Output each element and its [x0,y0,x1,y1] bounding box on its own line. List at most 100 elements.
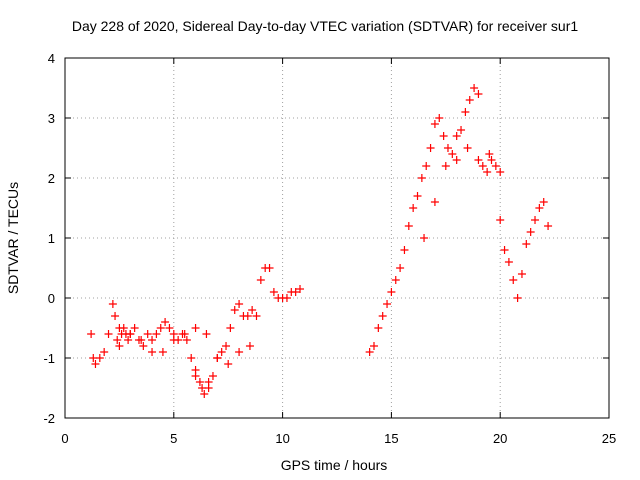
data-point [156,324,165,332]
data-point [169,336,178,344]
data-point [441,162,450,170]
data-point [104,330,113,338]
y-tick-label: 4 [48,51,55,66]
data-point [474,156,483,164]
data-point [452,156,461,164]
data-point [213,354,222,362]
data-point [526,228,535,236]
data-point [439,132,448,140]
x-tick-label: 15 [384,431,398,446]
data-point [374,324,383,332]
data-point [182,336,191,344]
data-point [465,96,474,104]
data-point [470,84,479,92]
data-point [404,222,413,230]
data-point [282,294,291,302]
data-point [535,204,544,212]
data-point [235,300,244,308]
data-point [420,234,429,242]
data-point [509,276,518,284]
data-point [191,372,200,380]
y-tick-label: -1 [43,351,55,366]
data-point [491,162,500,170]
data-point [245,342,254,350]
grid [65,58,609,418]
data-point [430,120,439,128]
data-point [143,330,152,338]
data-point [513,294,522,302]
data-point [161,318,170,326]
chart-title: Day 228 of 2020, Sidereal Day-to-day VTE… [72,18,578,34]
data-point [365,348,374,356]
data-point [483,168,492,176]
data-point [485,150,494,158]
data-point [517,270,526,278]
data-point [191,324,200,332]
y-tick-label: 3 [48,111,55,126]
x-tick-label: 25 [602,431,616,446]
data-point [108,300,117,308]
data-point [180,330,189,338]
data-point [504,258,513,266]
data-point [378,312,387,320]
data-point [198,384,207,392]
data-point [148,336,157,344]
data-point [256,276,265,284]
x-axis: 0 5 10 15 20 25 [61,58,616,446]
data-point [204,378,213,386]
data-point [111,312,120,320]
y-axis-label: SDTVAR / TECUs [5,182,21,294]
data-point [383,300,392,308]
data-point [152,330,161,338]
data-point [387,288,396,296]
data-point [91,360,100,368]
x-tick-label: 0 [61,431,68,446]
data-point [291,288,300,296]
data-point [115,324,124,332]
data-point [252,312,261,320]
data-point [457,126,466,134]
data-point [200,390,209,398]
data-point [87,330,96,338]
data-point [531,216,540,224]
data-point [413,192,422,200]
y-tick-label: 2 [48,171,55,186]
data-point [463,144,472,152]
data-point [226,324,235,332]
data-point [391,276,400,284]
data-point [126,330,135,338]
x-tick-label: 20 [493,431,507,446]
y-tick-label: 0 [48,291,55,306]
data-point [113,336,122,344]
data-point [435,114,444,122]
data-point [400,246,409,254]
data-point [202,330,211,338]
data-point [396,264,405,272]
data-point [487,156,496,164]
data-point [269,288,278,296]
data-point [158,348,167,356]
y-axis: -2 -1 0 1 2 3 4 [43,51,609,426]
data-point [222,342,231,350]
data-point [474,90,483,98]
data-point [422,162,431,170]
data-point [296,285,305,293]
data-point [409,204,418,212]
data-point [426,144,435,152]
data-point [124,336,133,344]
data-point [139,342,148,350]
data-point [137,336,146,344]
data-point [165,324,174,332]
data-points [87,84,553,398]
data-point [208,372,217,380]
data-point [544,222,553,230]
data-point [195,378,204,386]
x-tick-label: 5 [170,431,177,446]
data-point [496,216,505,224]
data-point [448,150,457,158]
data-point [522,240,531,248]
data-point [265,264,274,272]
data-point [417,174,426,182]
data-point [187,354,196,362]
